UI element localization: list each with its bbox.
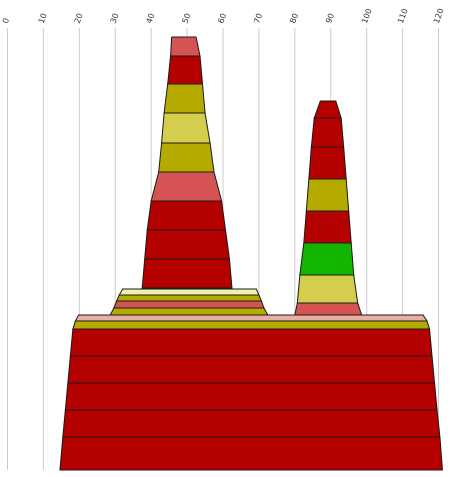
stack-base (59, 314, 443, 471)
stack-right-tower (294, 100, 363, 316)
x-axis-ticks: 0 10 20 30 40 50 60 70 80 90 100 110 120 (1, 7, 446, 24)
middle-step-band-4 (118, 288, 260, 296)
base-band-6 (72, 320, 431, 330)
middle-step-band-3 (115, 294, 263, 302)
right-tower-band-7 (310, 117, 345, 148)
base-band-4 (67, 355, 436, 384)
left-tower-band-4 (150, 171, 223, 202)
x-tick-label: 10 (37, 12, 49, 25)
base-band-2 (62, 409, 441, 438)
x-tick-label: 110 (396, 7, 410, 24)
x-tick-label: 100 (360, 7, 374, 24)
middle-step-band-1 (109, 307, 269, 316)
base-band-5 (69, 328, 433, 357)
x-tick-label: 70 (252, 12, 264, 25)
x-tick-label: 80 (288, 12, 300, 25)
left-tower-band-6 (161, 112, 211, 144)
x-tick-label: 120 (432, 7, 446, 24)
x-tick-label: 40 (145, 12, 157, 25)
stack-middle-step (109, 288, 269, 316)
x-tick-label: 50 (181, 12, 193, 25)
base-band-3 (64, 382, 438, 411)
x-tick-label: 60 (216, 12, 228, 25)
base-band-1 (59, 436, 443, 471)
right-tower-band-8 (313, 100, 342, 119)
left-tower-band-7 (163, 83, 206, 114)
right-tower-band-3 (299, 242, 355, 276)
right-tower-band-5 (305, 178, 350, 212)
left-tower-band-9 (170, 36, 201, 57)
stack-left-tower (141, 36, 233, 289)
left-tower-band-5 (158, 142, 215, 173)
right-tower-band-6 (308, 146, 347, 180)
left-tower-band-3 (146, 200, 227, 231)
x-tick-label: 30 (109, 12, 121, 25)
left-tower-band-1 (141, 258, 233, 289)
middle-step-band-2 (113, 300, 265, 309)
x-tick-label: 0 (1, 17, 11, 25)
right-tower-band-2 (296, 274, 359, 304)
left-tower-band-8 (167, 55, 204, 85)
area-bands (59, 36, 443, 471)
right-tower-band-4 (303, 210, 352, 244)
x-tick-label: 90 (324, 12, 336, 25)
base-band-7 (74, 314, 428, 322)
right-tower-band-1 (294, 302, 363, 316)
x-tick-label: 20 (73, 12, 85, 25)
left-tower-band-2 (144, 229, 231, 260)
